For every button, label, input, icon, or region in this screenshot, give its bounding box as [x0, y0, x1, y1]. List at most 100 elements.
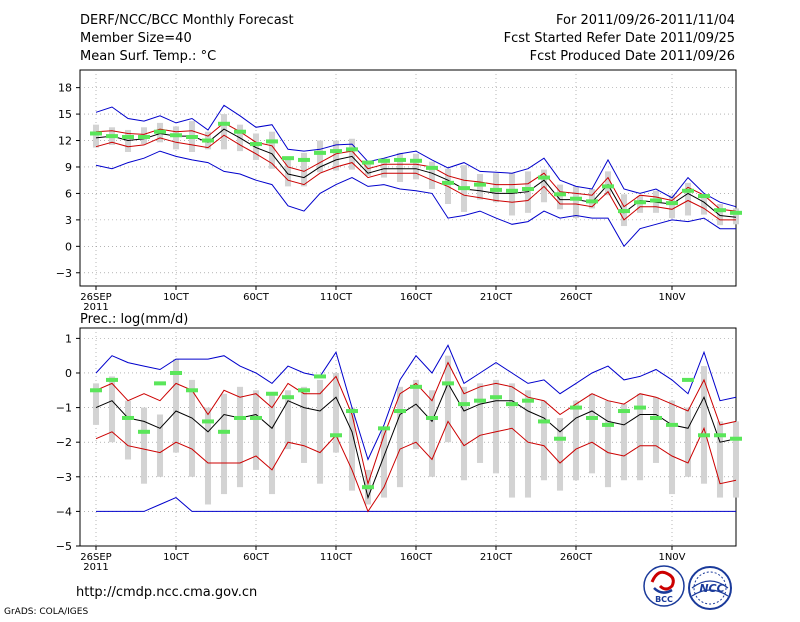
temp-spread-box [604, 171, 612, 196]
prec-mean-marker [554, 436, 566, 441]
temp-spread-box [332, 140, 340, 171]
prec-spread-box [348, 407, 356, 491]
prec-spread-box [524, 390, 532, 498]
temp-xtick-label: 60CT [243, 292, 270, 303]
grads-credit: GrADS: COLA/IGES [4, 607, 88, 617]
temp-xtick-label: 26SEP [80, 292, 111, 303]
temp-mean-marker [618, 209, 630, 214]
temp-spread-box [364, 163, 372, 176]
prec-spread-box [604, 400, 612, 488]
temp-mean-marker [186, 135, 198, 140]
prec-spread-box [508, 383, 516, 498]
prec-mean-marker [682, 377, 694, 382]
prec-spread-box [556, 417, 564, 491]
temp-spread-box [380, 158, 388, 178]
temp-frame [79, 69, 737, 287]
prec-spread-box [380, 428, 388, 498]
prec-spread-box [652, 397, 660, 463]
ncc-logo: NCC [688, 566, 732, 610]
bcc-logo: BCC [643, 565, 685, 607]
prec-spread-box [284, 390, 292, 450]
temp-mean-marker [138, 135, 150, 140]
prec-mean-marker [138, 429, 150, 434]
temp-xtick-label: 260CT [560, 292, 593, 303]
temp-mean-marker [106, 134, 118, 139]
temp-ytick-label: 9 [65, 161, 72, 174]
prec-spread-box [124, 400, 132, 460]
precip-panel-title: Prec.: log(mm/d) [80, 312, 188, 327]
prec-xtick-label: 10CT [163, 552, 190, 563]
prec-xtick-label: 110CT [320, 552, 353, 563]
prec-max-line [95, 344, 737, 461]
prec-ytick-label: −2 [56, 436, 72, 449]
prec-mean-marker [666, 422, 678, 427]
prec-mean-marker [122, 415, 134, 420]
prec-mean-marker [634, 405, 646, 410]
temp-xtick-label: 160CT [400, 292, 433, 303]
prec-spread-box [236, 386, 244, 488]
prec-spread-box [636, 393, 644, 481]
prec-mean-marker [714, 433, 726, 438]
prec-spread-box [444, 355, 452, 443]
temp-mean-marker [426, 165, 438, 170]
temp-ytick-label: −3 [56, 267, 72, 280]
prec-mean-marker [474, 398, 486, 403]
temp-xtick-label: 1N0V [658, 292, 685, 303]
temp-mean-marker [474, 182, 486, 187]
temp-mean-marker [554, 192, 566, 197]
temp-mean-marker [538, 175, 550, 180]
prec-mean-marker [250, 415, 262, 420]
temp-ytick-label: 12 [58, 135, 72, 148]
prec-spread-box [460, 386, 468, 481]
prec-mean-marker [650, 415, 662, 420]
temp-mean-marker [490, 187, 502, 192]
prec-mean-marker [618, 409, 630, 414]
footer-url: http://cmdp.ncc.cma.gov.cn [76, 585, 257, 600]
prec-spread-box [668, 400, 676, 495]
prec-xtick-label: 1N0V [658, 552, 685, 563]
temp-max-line [95, 104, 737, 208]
prec-spread-box [172, 359, 180, 453]
temp-spread-box [348, 138, 356, 170]
temp-spread-box [668, 195, 676, 219]
prec-ytick-label: −5 [56, 540, 72, 553]
prec-p90-line [95, 361, 737, 486]
prec-mean-marker [698, 433, 710, 438]
temp-mean-marker [170, 133, 182, 138]
temp-mean-marker [330, 149, 342, 154]
temp-mean-marker [298, 157, 310, 162]
prec-spread-box [188, 379, 196, 477]
temp-mean-marker [522, 187, 534, 192]
temp-spread-box [92, 124, 100, 148]
temp-mean-marker [602, 184, 614, 189]
prec-spread-box [428, 390, 436, 477]
temp-mean-marker [346, 147, 358, 152]
temp-mean-marker [218, 121, 230, 126]
ncc-logo-text: NCC [699, 582, 724, 595]
temp-ytick-label: 15 [58, 108, 72, 121]
prec-xtick-label: 26SEP [80, 552, 111, 563]
prec-spread-box [316, 379, 324, 484]
prec-mean-marker [378, 426, 390, 431]
temp-mean-marker [666, 201, 678, 206]
temp-spread-box [412, 153, 420, 180]
prec-mean-marker [394, 409, 406, 414]
prec-spread-box [220, 393, 228, 495]
variable-label: Mean Surf. Temp.: °C [80, 49, 216, 64]
forecast-period-label: For 2011/09/26-2011/11/04 [556, 13, 735, 28]
temp-spread-box [284, 156, 292, 187]
temp-spread-box [252, 133, 260, 160]
prec-ytick-label: −3 [56, 471, 72, 484]
temp-mean-marker [202, 138, 214, 143]
temp-mean-marker [698, 194, 710, 199]
prec-mean-marker [154, 381, 166, 386]
prec-p10-line [95, 420, 737, 513]
prec-mean-marker [442, 381, 454, 386]
temp-mean-marker [586, 199, 598, 204]
temp-mean-marker [154, 129, 166, 134]
temp-spread-box [508, 173, 516, 216]
prec-spread-box [588, 393, 596, 474]
prec-spread-box [412, 379, 420, 450]
